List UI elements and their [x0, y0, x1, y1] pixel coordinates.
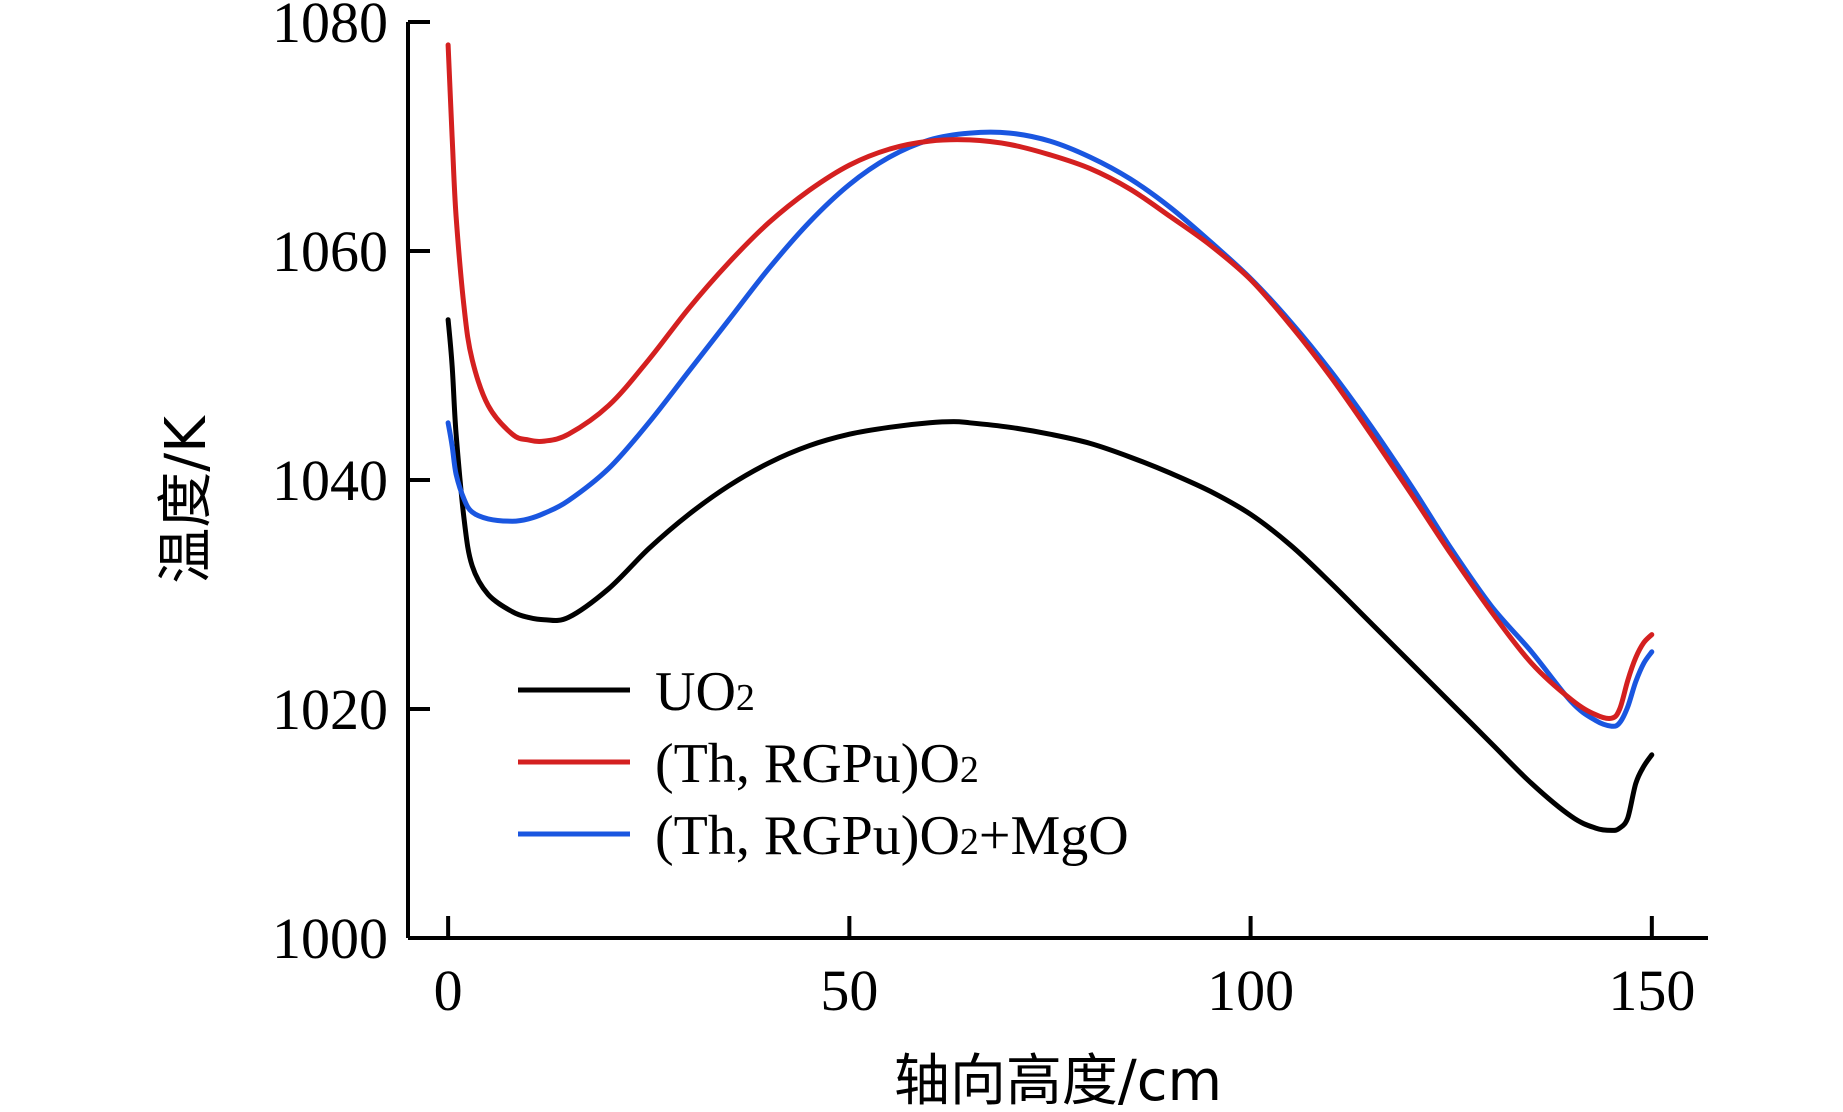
- legend-label-1: UO2: [655, 661, 755, 723]
- x-axis-title: 轴向高度/cm: [894, 1049, 1222, 1112]
- y-tick-label: 1020: [272, 677, 388, 742]
- y-tick-label: 1040: [272, 448, 388, 513]
- x-tick-label: 0: [434, 958, 463, 1023]
- series-line-1: [445, 317, 1655, 833]
- x-tick-label: 50: [820, 958, 878, 1023]
- x-tick-label: 100: [1207, 958, 1294, 1023]
- legend-label-3: (Th, RGPu)O2+MgO: [655, 805, 1129, 867]
- x-tick-label: 150: [1608, 958, 1695, 1023]
- tick-labels: 1000 1020 1040 1060 1080 0 50 100 150: [272, 0, 1695, 1023]
- axis-titles: 轴向高度/cm 温度/K: [154, 415, 1222, 1112]
- y-tick-label: 1080: [272, 0, 388, 55]
- legend: UO2 (Th, RGPu)O2 (Th, RGPu)O2+MgO: [518, 661, 1129, 867]
- plot-lines: [445, 42, 1655, 833]
- series-line-2: [445, 42, 1655, 721]
- axes: [406, 20, 1708, 940]
- y-axis-title: 温度/K: [154, 415, 219, 584]
- series-line-3: [445, 129, 1655, 729]
- legend-label-2: (Th, RGPu)O2: [655, 733, 979, 795]
- y-tick-label: 1000: [272, 906, 388, 971]
- y-tick-label: 1060: [272, 219, 388, 284]
